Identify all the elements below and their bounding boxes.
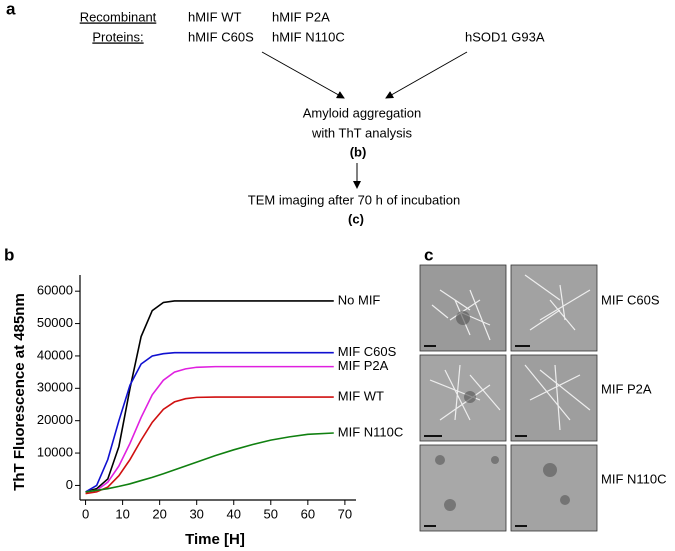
x-tick-label: 50	[264, 506, 278, 521]
micrograph	[510, 354, 598, 442]
x-tick-label: 20	[152, 506, 166, 521]
protein: hMIF C60S	[188, 29, 254, 44]
arrow	[385, 51, 468, 99]
y-tick-label: 60000	[37, 283, 73, 298]
fibril	[429, 364, 501, 421]
fibril	[524, 364, 591, 431]
series-line	[85, 396, 334, 495]
series-label: MIF C60S	[338, 344, 397, 359]
aggregate	[543, 463, 557, 477]
x-tick-label: 40	[227, 506, 241, 521]
y-tick-label: 30000	[37, 380, 73, 395]
aggregates	[435, 311, 570, 511]
plot: 0 10000 20000 30000 40000 50000 60000 0 10 20 30 40…	[37, 275, 403, 521]
step-ref: (c)	[348, 211, 364, 226]
x-tick-label: 10	[115, 506, 129, 521]
step-text: TEM imaging after 70 h of incubation	[248, 192, 460, 207]
x-tick-label: 60	[301, 506, 315, 521]
series-label: No MIF	[338, 292, 381, 307]
scale-bars	[424, 345, 530, 527]
series-line	[85, 300, 334, 493]
micrographs	[419, 264, 598, 532]
step-text: Amyloid aggregation	[303, 105, 422, 120]
aggregate	[444, 499, 456, 511]
micrograph	[419, 264, 507, 352]
aggregate	[560, 495, 570, 505]
aggregate	[456, 311, 470, 325]
x-tick-label: 70	[338, 506, 352, 521]
panel-label: b	[4, 245, 14, 264]
protein: hMIF N110C	[272, 29, 345, 44]
arrow	[261, 51, 345, 99]
series-line	[85, 432, 334, 493]
step-ref: (b)	[350, 144, 367, 159]
y-tick-label: 40000	[37, 347, 73, 362]
series-label: MIF WT	[338, 388, 384, 403]
series-line	[85, 365, 334, 493]
micrograph	[419, 354, 507, 442]
series-line	[85, 351, 334, 493]
y-axis-label: ThT Fluorescence at 485nm	[11, 293, 28, 491]
row-label: MIF P2A	[601, 381, 652, 396]
panel-label: c	[424, 245, 433, 264]
protein: hSOD1 G93A	[465, 29, 545, 44]
row-label: MIF N110C	[601, 471, 667, 486]
x-axis-label: Time [H]	[185, 531, 245, 548]
source-label: Proteins:	[92, 29, 143, 44]
y-tick-label: 50000	[37, 315, 73, 330]
series-label: MIF N110C	[338, 424, 404, 439]
row-label: MIF C60S	[601, 292, 660, 307]
series-label: MIF P2A	[338, 358, 389, 373]
y-tick-label: 0	[66, 477, 73, 492]
x-tick-label: 0	[82, 506, 89, 521]
protein: hMIF P2A	[272, 9, 330, 24]
aggregate	[435, 455, 445, 465]
micrograph	[510, 264, 598, 352]
x-tick-label: 30	[189, 506, 203, 521]
y-tick-label: 20000	[37, 412, 73, 427]
protein: hMIF WT	[188, 9, 241, 24]
aggregate	[464, 391, 476, 403]
micrograph	[510, 444, 598, 532]
panel-label: a	[6, 0, 16, 18]
aggregate	[491, 456, 499, 464]
step-text: with ThT analysis	[311, 125, 412, 140]
fibril	[524, 274, 591, 331]
y-tick-label: 10000	[37, 444, 73, 459]
source-label: Recombinant	[80, 9, 157, 24]
